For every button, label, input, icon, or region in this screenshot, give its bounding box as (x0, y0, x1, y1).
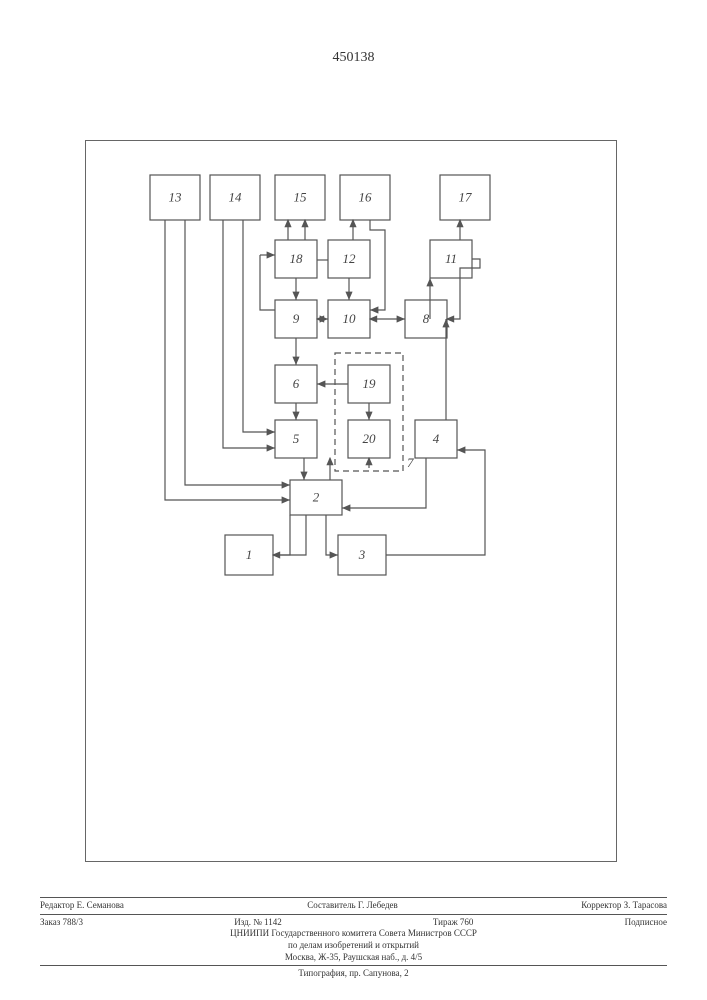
subscription: Подписное (625, 917, 667, 929)
block-label-5: 5 (293, 431, 300, 446)
corrector-label: Корректор З. Тарасова (581, 900, 667, 912)
block-label-10: 10 (343, 311, 357, 326)
edge-7 (370, 220, 385, 310)
edge-29 (386, 450, 485, 555)
block-label-4: 4 (433, 431, 440, 446)
block-label-20: 20 (363, 431, 377, 446)
editor-label: Редактор Е. Семанова (40, 900, 124, 912)
edge-31 (260, 255, 275, 310)
edge-2 (223, 220, 275, 448)
block-label-9: 9 (293, 311, 300, 326)
edge-1 (185, 220, 290, 485)
publisher-2: по делам изобретений и открытий (40, 940, 667, 952)
edge-16 (447, 278, 460, 319)
edge-9 (460, 259, 480, 278)
dashed-region-label: 7 (407, 455, 414, 470)
print-run: Тираж 760 (433, 917, 474, 929)
edge-0 (165, 220, 290, 500)
block-label-16: 16 (359, 190, 373, 205)
document-footer: Редактор Е. Семанова Составитель Г. Лебе… (40, 895, 667, 980)
block-label-12: 12 (343, 251, 357, 266)
block-label-15: 15 (294, 190, 308, 205)
edge-26 (273, 515, 290, 555)
block-label-6: 6 (293, 376, 300, 391)
typography: Типография, пр. Сапунова, 2 (40, 968, 667, 980)
publisher-3: Москва, Ж-35, Раушская наб., д. 4/5 (40, 952, 667, 964)
block-label-19: 19 (363, 376, 377, 391)
page-number: 450138 (333, 50, 375, 66)
block-label-14: 14 (229, 190, 243, 205)
order-no: Заказ 788/3 (40, 917, 83, 929)
block-label-8: 8 (423, 311, 430, 326)
block-diagram: 7 131415161718121191086195204213 (130, 160, 570, 630)
block-label-2: 2 (313, 490, 320, 505)
block-label-3: 3 (358, 547, 366, 562)
edition-no: Изд. № 1142 (234, 917, 281, 929)
block-label-17: 17 (459, 190, 473, 205)
block-label-18: 18 (290, 251, 304, 266)
publisher-1: ЦНИИПИ Государственного комитета Совета … (40, 928, 667, 940)
edge-28 (326, 515, 338, 555)
block-label-11: 11 (445, 251, 457, 266)
block-label-1: 1 (246, 547, 253, 562)
edge-3 (243, 220, 275, 432)
block-label-13: 13 (169, 190, 183, 205)
compiler-label: Составитель Г. Лебедев (307, 900, 397, 912)
